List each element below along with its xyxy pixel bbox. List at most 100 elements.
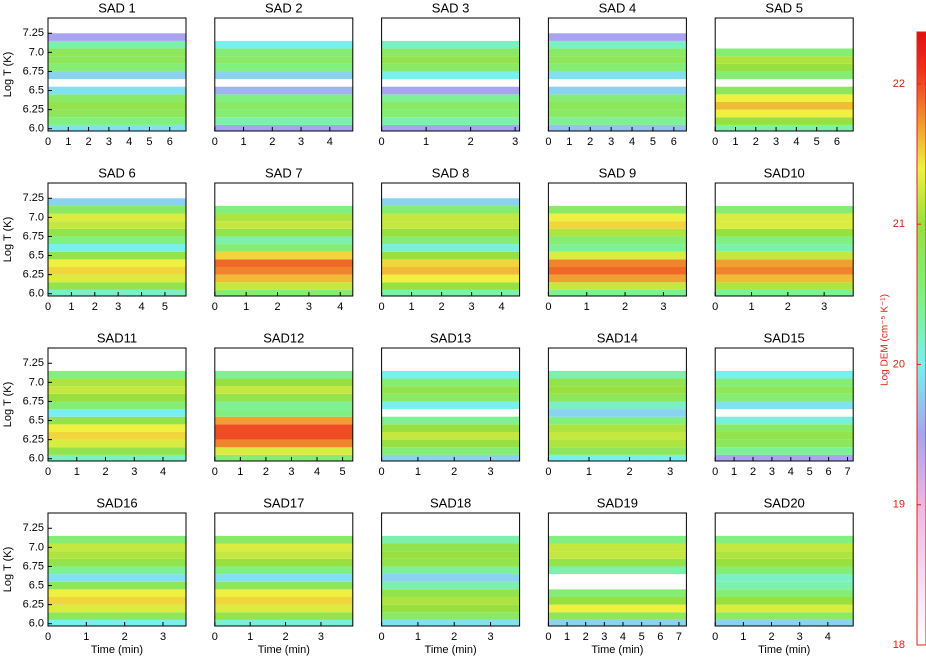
x-tick-label: 1: [740, 631, 746, 643]
dem-cell: [214, 581, 353, 590]
dem-cell: [381, 596, 520, 605]
x-tick-label: 3: [469, 301, 475, 313]
dem-cell: [381, 551, 520, 559]
dem-cell: [715, 117, 854, 125]
y-tick-label: 6.75: [23, 65, 44, 77]
frame: [714, 17, 854, 132]
y-tick-label: 6.25: [23, 269, 44, 281]
dem-cell: [381, 86, 520, 95]
dem-cell: [48, 56, 186, 64]
dem-cell: [381, 612, 520, 620]
dem-cell: [715, 282, 854, 290]
x-tick-label: 2: [768, 631, 774, 643]
dem-cell: [548, 63, 687, 72]
dem-cell: [48, 244, 186, 252]
y-tick-label: 6.75: [23, 560, 44, 572]
dem-cell: [48, 228, 186, 237]
dem-cell: [48, 205, 186, 214]
x-tick-label: 5: [650, 136, 656, 148]
dem-cell: [715, 424, 854, 432]
y-tick-label: 7.0: [29, 541, 44, 553]
frame: [547, 512, 687, 627]
dem-cell: [548, 274, 687, 283]
dem-cell: [48, 596, 186, 605]
dem-cell: [381, 198, 520, 206]
dem-cell: [548, 589, 687, 597]
dem-cell: [381, 401, 520, 410]
dem-cell: [548, 282, 687, 290]
panel: SAD19 0 1 2 3 4 5 6 7 Time (min): [545, 495, 687, 656]
y-tick-label: 6.25: [23, 104, 44, 116]
colorbar-tick-label: 20: [893, 358, 905, 370]
dem-cell: [381, 251, 520, 260]
dem-cell: [214, 416, 353, 425]
dem-cell: [548, 48, 687, 57]
dem-cell: [715, 551, 854, 559]
x-tick-label: 4: [314, 466, 320, 478]
x-tick-label: 1: [423, 136, 429, 148]
x-tick-label: 3: [288, 466, 294, 478]
heatmap: [715, 48, 854, 131]
heatmap: [214, 535, 353, 626]
dem-cell: [381, 370, 520, 379]
dem-cell: [715, 101, 854, 110]
panel-title: SAD 4: [599, 0, 637, 15]
x-tick-label: 6: [834, 136, 840, 148]
x-tick-label: 3: [667, 466, 673, 478]
dem-cell: [214, 447, 353, 455]
dem-cell: [548, 378, 687, 387]
frame: [547, 17, 687, 132]
dem-cell: [548, 124, 687, 131]
y-axis-label: Log T (K): [2, 547, 14, 592]
dem-cell: [381, 274, 520, 283]
dem-cell: [48, 447, 186, 455]
frame: [214, 347, 354, 462]
dem-cell: [381, 213, 520, 222]
dem-cell: [214, 40, 353, 49]
dem-cell: [48, 259, 186, 267]
colorbar-label: Log DEM (cm⁻⁵ K⁻¹): [880, 294, 891, 386]
dem-cell: [548, 101, 687, 110]
x-tick-label: 0: [545, 631, 551, 643]
dem-cell: [214, 205, 353, 214]
panel: SAD18 0 1 2 3 Time (min): [379, 495, 521, 656]
dem-cell: [48, 266, 186, 275]
x-tick-label: 3: [773, 136, 779, 148]
panel-title: SAD 1: [98, 0, 136, 15]
dem-cell: [214, 251, 353, 260]
dem-cell: [715, 370, 854, 379]
dem-cell: [548, 401, 687, 410]
dem-cell: [381, 63, 520, 72]
y-tick-label: 7.0: [29, 376, 44, 388]
x-axis-label: Time (min): [591, 644, 643, 656]
dem-cell: [548, 370, 687, 379]
x-tick-label: 3: [131, 466, 137, 478]
panel: SAD17 0 1 2 3 Time (min): [212, 495, 354, 656]
dem-cell: [548, 393, 687, 402]
dem-cell: [715, 386, 854, 394]
panel-title: SAD13: [430, 330, 471, 345]
x-tick-label: 5: [639, 631, 645, 643]
frame: [47, 512, 187, 627]
frame: [547, 182, 687, 297]
dem-cell: [48, 48, 186, 57]
dem-cell: [48, 386, 186, 394]
x-tick-label: 0: [545, 466, 551, 478]
dem-cell: [548, 424, 687, 432]
dem-cell: [381, 619, 520, 626]
dem-cell: [715, 596, 854, 605]
x-tick-label: 5: [340, 466, 346, 478]
frame: [714, 347, 854, 462]
dem-cell: [48, 33, 186, 41]
dem-cell: [214, 378, 353, 387]
dem-cell: [715, 431, 854, 440]
x-axis-label: Time (min): [91, 644, 143, 656]
dem-cell: [48, 604, 186, 613]
dem-cell: [381, 386, 520, 394]
dem-cell: [48, 370, 186, 379]
panel: SAD12 0 1 2 3 4 5: [212, 330, 354, 478]
x-tick-label: 1: [237, 466, 243, 478]
x-tick-label: 1: [732, 136, 738, 148]
x-tick-label: 4: [825, 631, 831, 643]
